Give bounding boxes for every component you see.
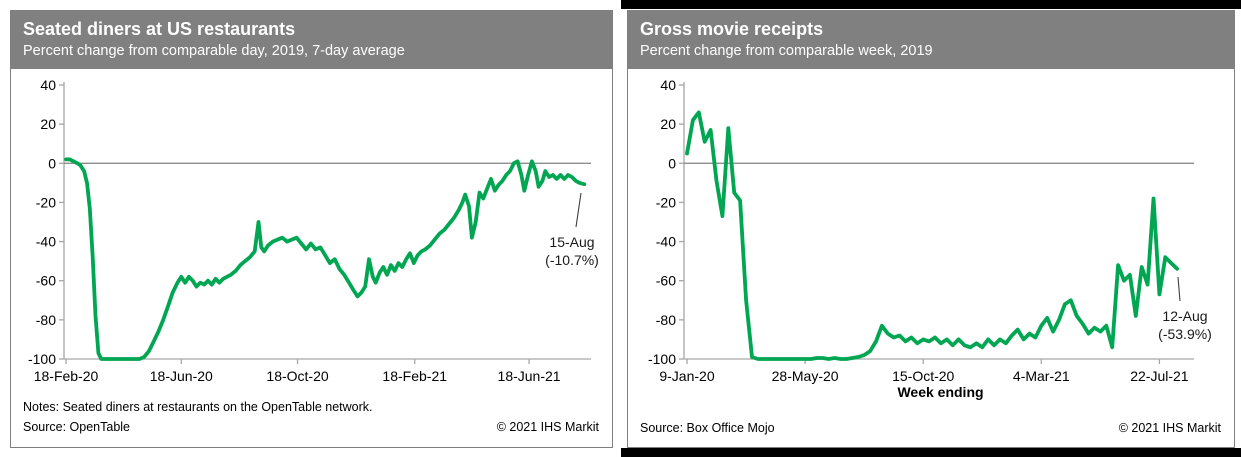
y-tick-label: 20 [40,116,56,132]
y-tick-label: -80 [36,312,56,328]
left-chart-subtitle: Percent change from comparable day, 2019… [23,43,405,59]
x-tick-label: 28-May-20 [772,368,839,384]
x-tick-label: 4-Mar-21 [1013,368,1070,384]
y-tick-label: -20 [36,194,56,210]
x-tick-label: 18-Feb-21 [382,368,447,384]
right-chart-copyright: © 2021 IHS Markit [1118,421,1221,435]
y-tick-label: -40 [656,234,676,250]
movie-receipts-chart-panel: Gross movie receipts Percent change from… [627,10,1235,448]
y-tick-label: 0 [48,155,56,171]
y-tick-label: 40 [660,77,676,93]
y-tick-label: -60 [656,273,676,289]
left-annotation-value: (-10.7%) [545,252,599,268]
x-tick-label: 18-Jun-21 [498,368,561,384]
left-chart-source: Source: OpenTable [23,420,131,434]
x-tick-label: 9-Jan-20 [659,368,714,384]
annotation-callout-line [575,192,582,228]
bottom-black-bar [621,448,1241,457]
x-tick-label: 18-Jun-20 [150,368,213,384]
left-chart-header: Seated diners at US restaurants Percent … [11,11,612,69]
right-chart-header: Gross movie receipts Percent change from… [628,11,1234,69]
data-series-line [64,157,587,361]
right-annotation-value: (-53.9%) [1158,326,1212,342]
y-tick-label: -20 [656,194,676,210]
right-chart-subtitle: Percent change from comparable week, 201… [640,43,933,59]
right-chart-source: Source: Box Office Mojo [640,421,775,435]
top-black-bar [621,0,1241,9]
right-annotation-date: 12-Aug [1162,308,1208,324]
y-tick-label: 20 [660,116,676,132]
left-chart-copyright: © 2021 IHS Markit [496,420,599,434]
data-series-line [685,110,1179,361]
y-tick-label: -80 [656,312,676,328]
left-chart-notes: Notes: Seated diners at restaurants on t… [23,400,373,414]
right-chart-annotation: 12-Aug (-53.9%) [1150,307,1220,343]
right-chart-title: Gross movie receipts [640,19,824,39]
left-chart-annotation: 15-Aug (-10.7%) [537,233,607,269]
y-tick-label: 40 [40,77,56,93]
seated-diners-chart-panel: Seated diners at US restaurants Percent … [10,10,613,448]
y-tick-label: -100 [648,351,676,367]
left-chart-title: Seated diners at US restaurants [23,19,296,39]
movie-receipts-chart-container: Gross movie receipts Percent change from… [621,0,1241,457]
x-tick-label: 18-Feb-20 [34,368,99,384]
y-tick-label: 0 [668,155,676,171]
left-annotation-date: 15-Aug [549,234,595,250]
y-tick-label: -40 [36,234,56,250]
x-tick-label: 15-Oct-20 [892,368,954,384]
annotation-callout-line [1177,276,1181,302]
right-chart-xaxis-title: Week ending [897,384,984,400]
x-tick-label: 18-Oct-20 [266,368,328,384]
x-tick-label: 22-Jul-21 [1130,368,1189,384]
y-tick-label: -100 [28,351,56,367]
y-tick-label: -60 [36,273,56,289]
